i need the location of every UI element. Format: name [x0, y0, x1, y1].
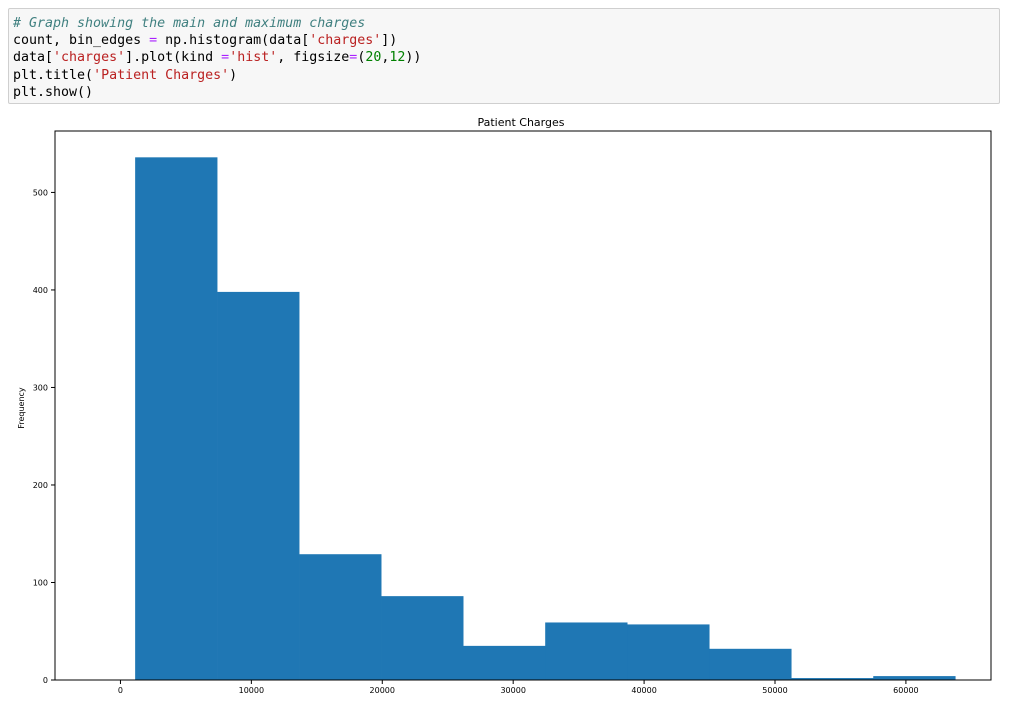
- code-token: =: [349, 50, 358, 66]
- code-token: count, bin_edges: [13, 33, 150, 49]
- code-token: 'Patient Charges': [93, 67, 230, 83]
- y-tick-label: 100: [33, 578, 48, 587]
- x-tick-label: 30000: [500, 686, 525, 695]
- y-axis-label: Frequency: [17, 387, 26, 429]
- y-tick-label: 200: [33, 481, 48, 490]
- code-token: plt.show(): [13, 84, 94, 100]
- code-token: 'charges': [53, 50, 126, 66]
- histogram-bar: [135, 157, 218, 680]
- histogram-bar: [709, 648, 792, 680]
- code-line: # Graph showing the main and maximum cha…: [13, 15, 995, 32]
- histogram-bar: [217, 291, 300, 680]
- code-token: =: [221, 50, 230, 66]
- code-token: ]): [381, 33, 398, 49]
- histogram-bar: [545, 622, 628, 680]
- code-token: ,: [381, 50, 390, 66]
- histogram-chart: Patient Charges Frequency 0 10000 20000 300…: [17, 116, 992, 695]
- x-axis-ticks: 0 10000 20000 30000 40000 50000 60000: [118, 680, 919, 695]
- code-token: 'charges': [309, 33, 382, 49]
- histogram-bar: [627, 624, 710, 680]
- code-line: plt.title('Patient Charges'): [13, 67, 995, 84]
- code-token: 12: [389, 50, 406, 66]
- code-cell[interactable]: # Graph showing the main and maximum cha…: [8, 8, 1000, 104]
- code-token: , figsize: [277, 50, 350, 66]
- code-line: data['charges'].plot(kind ='hist', figsi…: [13, 49, 995, 66]
- x-tick-label: 20000: [370, 686, 395, 695]
- x-tick-label: 40000: [631, 686, 656, 695]
- x-tick-label: 60000: [893, 686, 918, 695]
- code-token: data[: [13, 50, 54, 66]
- code-token: np.histogram(data[: [157, 33, 310, 49]
- code-token: )): [405, 50, 422, 66]
- y-tick-label: 500: [33, 188, 48, 197]
- histogram-bar: [873, 676, 956, 680]
- plot-output: Patient Charges Frequency 0 10000 20000 300…: [0, 112, 1010, 707]
- chart-title: Patient Charges: [477, 116, 564, 129]
- code-line: count, bin_edges = np.histogram(data['ch…: [13, 32, 995, 49]
- x-tick-label: 0: [118, 686, 123, 695]
- x-tick-label: 50000: [762, 686, 787, 695]
- x-tick-label: 10000: [239, 686, 264, 695]
- code-token: plt.title(: [13, 67, 94, 83]
- histogram-bar: [463, 645, 546, 680]
- code-token: ].plot(kind: [125, 50, 222, 66]
- code-line: plt.show(): [13, 84, 995, 101]
- code-token: ): [229, 67, 238, 83]
- histogram-bar: [299, 554, 382, 680]
- y-tick-label: 400: [33, 286, 48, 295]
- y-tick-label: 0: [43, 676, 48, 685]
- y-tick-label: 300: [33, 383, 48, 392]
- code-token: 20: [365, 50, 382, 66]
- code-token: 'hist': [229, 50, 278, 66]
- plot-frame: [54, 130, 992, 681]
- code-token: (: [357, 50, 366, 66]
- code-token: =: [149, 33, 158, 49]
- histogram-bar: [381, 596, 464, 680]
- code-token: # Graph showing the main and maximum cha…: [13, 16, 366, 31]
- bars-group: [135, 157, 956, 680]
- y-axis-ticks: 0 100 200 300 400 500: [33, 188, 55, 685]
- histogram-bar: [791, 678, 874, 680]
